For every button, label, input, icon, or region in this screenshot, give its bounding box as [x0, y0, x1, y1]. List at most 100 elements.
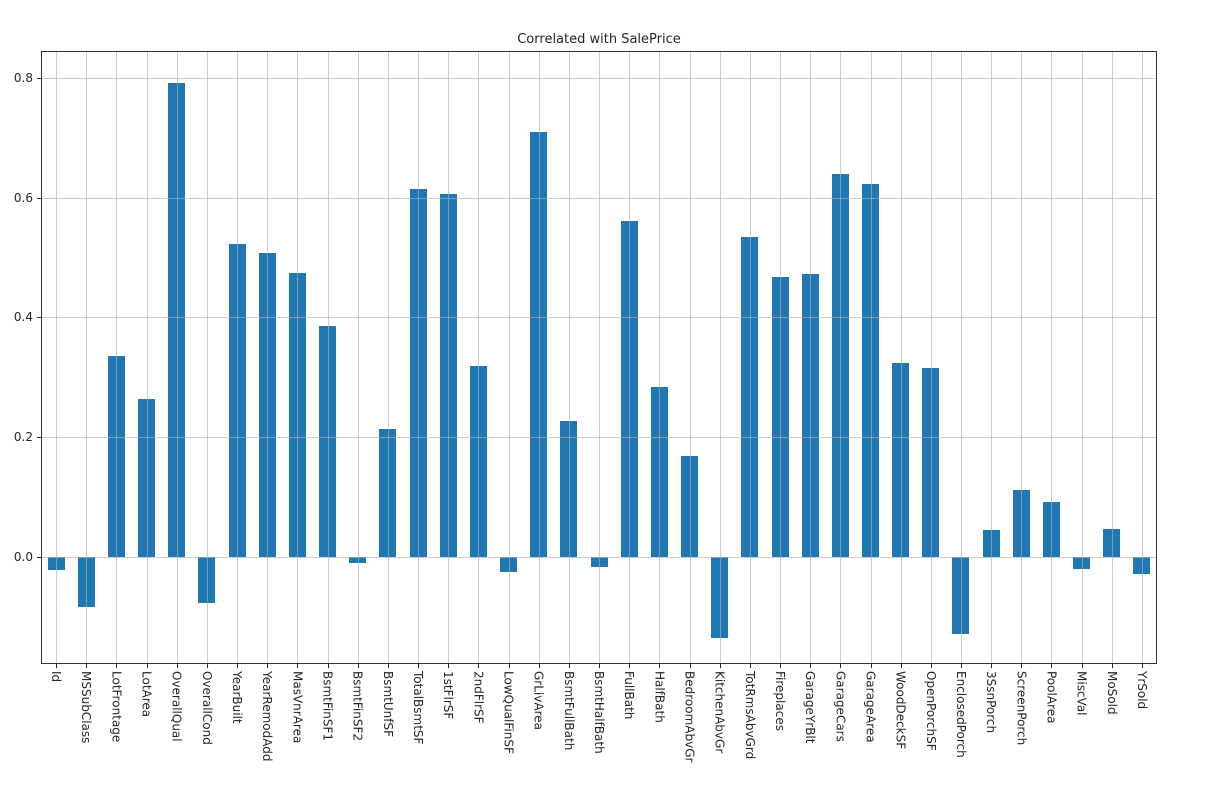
x-tick-mark	[176, 664, 178, 668]
gridline-vertical	[448, 51, 450, 664]
gridline-vertical	[629, 51, 631, 664]
x-tick-mark	[56, 664, 58, 668]
x-tick-label-MiscVal: MiscVal	[1074, 671, 1089, 716]
gridline-vertical	[237, 51, 239, 664]
y-tick-mark	[37, 197, 41, 199]
gridline-vertical	[478, 51, 480, 664]
x-tick-label-WoodDeckSF: WoodDeckSF	[893, 671, 908, 750]
x-tick-mark	[568, 664, 570, 668]
x-tick-mark	[267, 664, 269, 668]
x-tick-mark	[900, 664, 902, 668]
x-tick-label-OverallQual: OverallQual	[169, 671, 184, 742]
gridline-vertical	[387, 51, 389, 664]
x-tick-label-3SsnPorch: 3SsnPorch	[984, 671, 999, 734]
gridline-vertical	[116, 51, 118, 664]
x-tick-mark	[1141, 664, 1143, 668]
y-tick-mark	[37, 556, 41, 558]
x-tick-label-GarageCars: GarageCars	[833, 671, 848, 742]
gridline-vertical	[689, 51, 691, 664]
gridline-vertical	[418, 51, 419, 664]
y-tick-label-0.6: 0.6	[13, 190, 33, 205]
x-tick-mark	[508, 664, 510, 668]
gridline-vertical	[1021, 51, 1023, 664]
gridline-vertical	[930, 51, 932, 664]
x-tick-label-ScreenPorch: ScreenPorch	[1014, 671, 1029, 746]
gridline-vertical	[599, 51, 600, 664]
x-tick-label-LotArea: LotArea	[139, 671, 154, 718]
x-tick-mark	[719, 664, 721, 668]
gridline-vertical	[840, 51, 842, 664]
x-tick-label-GrLivArea: GrLivArea	[531, 671, 546, 730]
y-tick-label-0.4: 0.4	[13, 310, 33, 325]
gridline-vertical	[1051, 51, 1053, 664]
x-tick-mark	[840, 664, 842, 668]
x-tick-mark	[870, 664, 872, 668]
x-tick-mark	[448, 664, 450, 668]
x-tick-label-YrSold: YrSold	[1134, 671, 1149, 710]
x-tick-mark	[86, 664, 88, 668]
gridline-vertical	[327, 51, 329, 664]
x-tick-label-YearBuilt: YearBuilt	[230, 671, 245, 724]
x-tick-label-GarageYrBlt: GarageYrBlt	[803, 671, 818, 744]
x-tick-mark	[749, 664, 751, 668]
x-tick-label-LowQualFinSF: LowQualFinSF	[501, 671, 516, 754]
x-tick-label-MasVnrArea: MasVnrArea	[290, 671, 305, 744]
x-tick-label-BedroomAbvGr: BedroomAbvGr	[682, 671, 697, 763]
x-tick-mark	[1021, 664, 1023, 668]
x-tick-mark	[478, 664, 480, 668]
x-tick-label-TotRmsAbvGrd: TotRmsAbvGrd	[742, 671, 757, 760]
x-tick-mark	[357, 664, 359, 668]
x-tick-label-OpenPorchSF: OpenPorchSF	[923, 671, 938, 751]
x-tick-label-BsmtHalfBath: BsmtHalfBath	[592, 671, 606, 754]
x-tick-mark	[327, 664, 329, 668]
gridline-vertical	[1141, 51, 1143, 664]
x-tick-label-Fireplaces: Fireplaces	[773, 671, 787, 731]
gridline-vertical	[508, 51, 510, 664]
x-tick-mark	[206, 664, 208, 668]
x-tick-label-MSSubClass: MSSubClass	[79, 671, 94, 744]
gridline-vertical	[659, 51, 661, 664]
gridline-vertical	[56, 51, 58, 664]
gridline-vertical	[538, 51, 540, 664]
x-tick-label-Id: Id	[49, 671, 64, 683]
x-tick-mark	[1111, 664, 1113, 668]
gridline-vertical	[749, 51, 751, 664]
gridline-vertical	[900, 51, 902, 664]
gridline-vertical	[176, 51, 178, 664]
gridline-horizontal	[41, 197, 1157, 199]
x-tick-mark	[991, 664, 993, 668]
x-tick-mark	[1081, 664, 1083, 668]
x-tick-mark	[960, 664, 962, 668]
x-tick-label-GarageArea: GarageArea	[863, 671, 878, 743]
x-tick-mark	[387, 664, 389, 668]
gridline-vertical	[267, 51, 269, 664]
gridline-horizontal	[41, 437, 1157, 439]
gridline-vertical	[810, 51, 812, 664]
gridline-vertical	[991, 51, 993, 664]
x-tick-mark	[629, 664, 631, 668]
x-tick-label-BsmtUnfSF: BsmtUnfSF	[380, 671, 395, 738]
x-tick-label-KitchenAbvGr: KitchenAbvGr	[712, 671, 727, 754]
gridline-vertical	[146, 51, 148, 664]
x-tick-mark	[237, 664, 239, 668]
y-tick-mark	[37, 437, 41, 439]
gridline-vertical	[86, 51, 88, 664]
x-tick-label-OverallCond: OverallCond	[199, 671, 214, 745]
y-tick-label-0.2: 0.2	[13, 430, 33, 445]
gridline-horizontal	[41, 556, 1157, 558]
x-tick-mark	[659, 664, 661, 668]
y-tick-label-0.0: 0.0	[13, 549, 33, 564]
gridline-horizontal	[41, 77, 1157, 79]
y-tick-label-0.8: 0.8	[13, 70, 33, 85]
x-tick-mark	[116, 664, 118, 668]
x-tick-label-BsmtFinSF2: BsmtFinSF2	[350, 671, 365, 742]
y-tick-mark	[37, 77, 41, 79]
x-tick-label-BsmtFinSF1: BsmtFinSF1	[320, 671, 335, 742]
gridline-vertical	[206, 51, 208, 664]
x-tick-mark	[599, 664, 600, 668]
x-tick-label-FullBath: FullBath	[622, 671, 637, 720]
gridline-vertical	[1111, 51, 1113, 664]
x-tick-label-HalfBath: HalfBath	[652, 671, 667, 723]
x-tick-mark	[810, 664, 812, 668]
gridline-vertical	[780, 51, 781, 664]
